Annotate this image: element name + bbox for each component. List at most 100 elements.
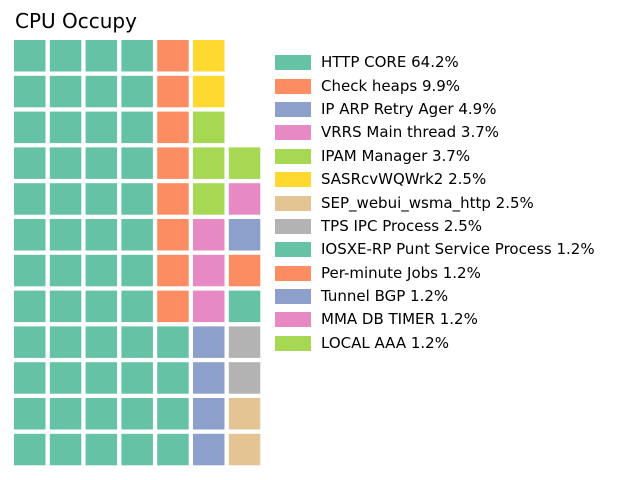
legend-item: IP ARP Retry Ager 4.9% (275, 98, 595, 121)
waffle-cell-http-core (121, 219, 153, 251)
legend-label: Check heaps 9.9% (321, 76, 461, 95)
waffle-cell-http-core (85, 398, 118, 430)
waffle-cell-http-core (85, 183, 118, 215)
waffle-cell-vrrs-main-thread (193, 254, 225, 287)
chart-legend: HTTP CORE 64.2% Check heaps 9.9% IP ARP Re… (275, 51, 595, 355)
waffle-cell-http-core (157, 398, 189, 430)
waffle-cell-http-core (49, 147, 82, 179)
legend-swatch (275, 312, 311, 328)
waffle-cell-http-core (121, 326, 153, 358)
waffle-cell-http-core (49, 75, 82, 108)
waffle-cell-ip-arp-retry-ager (193, 362, 225, 394)
waffle-cell-sep-webui-wsma-http (228, 398, 261, 430)
legend-label: IPAM Manager 3.7% (321, 146, 471, 165)
waffle-cell-http-core (121, 111, 153, 144)
waffle-cell-check-heaps (157, 40, 189, 72)
waffle-cell-http-core (85, 40, 118, 72)
waffle-cell-http-core (49, 433, 82, 466)
waffle-cell-http-core (121, 362, 153, 394)
waffle-cell-http-core (49, 183, 82, 215)
legend-item: TPS IPC Process 2.5% (275, 215, 595, 238)
legend-label: SEP_webui_wsma_http 2.5% (321, 193, 534, 212)
legend-item: HTTP CORE 64.2% (275, 51, 595, 74)
waffle-cell-per-minute-jobs (228, 254, 261, 287)
waffle-cell-ip-arp-retry-ager (193, 398, 225, 430)
waffle-cell-ip-arp-retry-ager (193, 433, 225, 466)
waffle-cell-http-core (14, 433, 46, 466)
waffle-cell-vrrs-main-thread (193, 219, 225, 251)
waffle-cell-check-heaps (157, 219, 189, 251)
waffle-cell-ip-arp-retry-ager (193, 326, 225, 358)
waffle-cell-iosxe-rp-punt-service-process (228, 290, 261, 323)
legend-swatch (275, 78, 311, 94)
waffle-cell-check-heaps (157, 254, 189, 287)
waffle-cell-http-core (49, 111, 82, 144)
legend-item: VRRS Main thread 3.7% (275, 121, 595, 144)
waffle-cell-http-core (157, 326, 189, 358)
waffle-cell-http-core (157, 362, 189, 394)
waffle-cell-http-core (14, 254, 46, 287)
waffle-cell-http-core (121, 183, 153, 215)
legend-label: Tunnel BGP 1.2% (321, 287, 449, 306)
waffle-cell-check-heaps (157, 111, 189, 144)
waffle-cell-http-core (85, 219, 118, 251)
waffle-cell-http-core (121, 433, 153, 466)
waffle-cell-http-core (85, 147, 118, 179)
legend-item: SASRcvWQWrk2 2.5% (275, 168, 595, 191)
waffle-cell-check-heaps (157, 147, 189, 179)
legend-item: Tunnel BGP 1.2% (275, 285, 595, 308)
legend-label: SASRcvWQWrk2 2.5% (321, 170, 487, 189)
legend-label: IP ARP Retry Ager 4.9% (321, 99, 497, 118)
waffle-cell-http-core (85, 111, 118, 144)
legend-swatch (275, 55, 311, 71)
waffle-cell-http-core (85, 362, 118, 394)
waffle-cell-http-core (49, 219, 82, 251)
legend-swatch (275, 125, 311, 141)
waffle-cell-http-core (49, 362, 82, 394)
waffle-cell-http-core (121, 398, 153, 430)
waffle-cell-check-heaps (157, 290, 189, 323)
legend-item: SEP_webui_wsma_http 2.5% (275, 191, 595, 214)
legend-label: VRRS Main thread 3.7% (321, 123, 500, 142)
legend-item: IOSXE-RP Punt Service Process 1.2% (275, 238, 595, 261)
waffle-cell-http-core (49, 290, 82, 323)
waffle-cell-http-core (14, 183, 46, 215)
waffle-cell-http-core (14, 219, 46, 251)
waffle-cell-http-core (121, 147, 153, 179)
waffle-cell-http-core (49, 254, 82, 287)
waffle-cell-sasrcvwqwrk2 (193, 40, 225, 72)
legend-swatch (275, 195, 311, 211)
waffle-cell-http-core (14, 398, 46, 430)
waffle-cell-http-core (85, 326, 118, 358)
legend-swatch (275, 289, 311, 305)
legend-item: Per-minute Jobs 1.2% (275, 262, 595, 285)
legend-swatch (275, 148, 311, 164)
legend-label: HTTP CORE 64.2% (321, 53, 459, 72)
waffle-cell-http-core (49, 40, 82, 72)
waffle-cell-sep-webui-wsma-http (228, 433, 261, 466)
legend-item: LOCAL AAA 1.2% (275, 332, 595, 355)
waffle-cell-http-core (14, 362, 46, 394)
waffle-cell-http-core (121, 290, 153, 323)
waffle-cell-check-heaps (157, 183, 189, 215)
waffle-cell-tps-ipc-process (228, 326, 261, 358)
waffle-cell-http-core (85, 254, 118, 287)
waffle-cell-mma-db-timer (228, 183, 261, 215)
legend-label: Per-minute Jobs 1.2% (321, 263, 481, 282)
legend-swatch (275, 101, 311, 117)
waffle-cell-http-core (14, 40, 46, 72)
waffle-cell-http-core (14, 147, 46, 179)
waffle-cell-vrrs-main-thread (193, 290, 225, 323)
waffle-cell-ipam-manager (193, 111, 225, 144)
waffle-cell-sasrcvwqwrk2 (193, 75, 225, 108)
waffle-cell-ipam-manager (193, 183, 225, 215)
waffle-cell-http-core (121, 75, 153, 108)
waffle-cell-http-core (85, 75, 118, 108)
waffle-cell-http-core (49, 326, 82, 358)
legend-item: Check heaps 9.9% (275, 74, 595, 97)
waffle-cell-http-core (49, 398, 82, 430)
legend-item: MMA DB TIMER 1.2% (275, 308, 595, 331)
legend-label: IOSXE-RP Punt Service Process 1.2% (321, 240, 595, 259)
waffle-cell-http-core (14, 75, 46, 108)
